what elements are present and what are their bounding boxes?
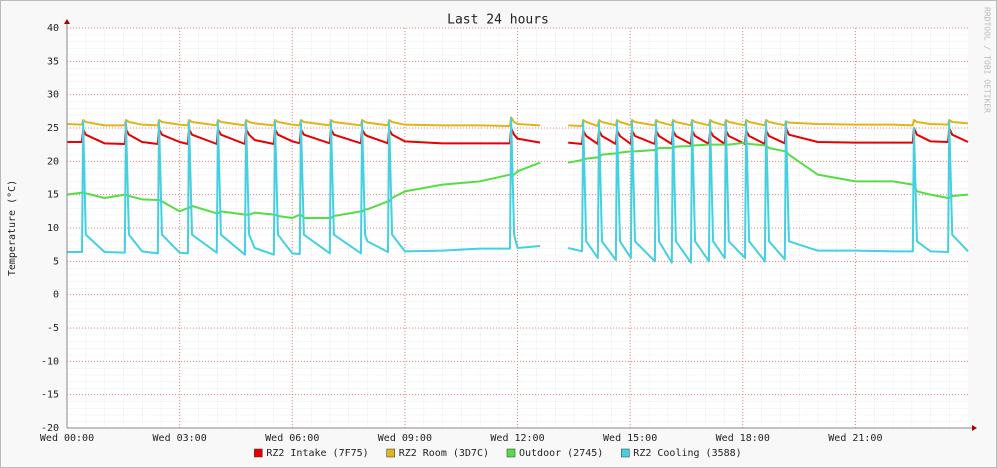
legend-item: RZ2 Room (3D7C) [386,448,489,459]
x-tick-label: Wed 12:00 [490,433,544,444]
y-tick-label: -5 [47,323,59,334]
legend: RZ2 Intake (7F75) RZ2 Room (3D7C) Outdoor … [254,448,742,459]
legend-label: RZ2 Intake (7F75) [266,448,368,459]
x-tick-label: Wed 18:00 [716,433,770,444]
y-axis-label: Temperature (°C) [7,180,18,276]
y-tick-label: 40 [47,23,59,34]
x-tick-label: Wed 09:00 [378,433,432,444]
x-tick-label: Wed 06:00 [265,433,319,444]
y-tick-label: 10 [47,223,59,234]
legend-swatch [506,448,516,458]
x-tick-label: Wed 00:00 [40,433,94,444]
legend-label: RZ2 Cooling (3588) [633,448,741,459]
x-tick-label: Wed 15:00 [603,433,657,444]
y-arrow [64,19,70,24]
lines [66,116,969,264]
chart-title: Last 24 hours [447,13,549,28]
x-tick-label: Wed 03:00 [153,433,207,444]
y-tick-label: -10 [41,356,59,367]
legend-item: RZ2 Cooling (3588) [621,448,742,459]
x-tick-label: Wed 21:00 [828,433,882,444]
y-tick-label: 5 [53,256,59,267]
y-tick-label: 0 [53,290,59,301]
y-tick-label: -20 [41,423,59,434]
legend-item: Outdoor (2745) [506,448,603,459]
series-line [67,117,969,264]
legend-item: RZ2 Intake (7F75) [254,448,369,459]
y-tick-label: 35 [47,56,59,67]
legend-label: Outdoor (2745) [519,448,603,459]
x-arrow [972,425,977,431]
legend-swatch [386,448,395,458]
y-tick-label: 30 [47,90,59,101]
legend-label: RZ2 Room (3D7C) [399,448,489,459]
y-tick-label: -15 [41,390,59,401]
legend-swatch [621,448,630,458]
y-tick-label: 20 [47,156,59,167]
watermark: RRDTOOL / TOBI OETIKER [983,7,992,113]
y-tick-label: 25 [47,123,59,134]
legend-swatch [254,448,263,458]
y-tick-label: 15 [47,190,59,201]
